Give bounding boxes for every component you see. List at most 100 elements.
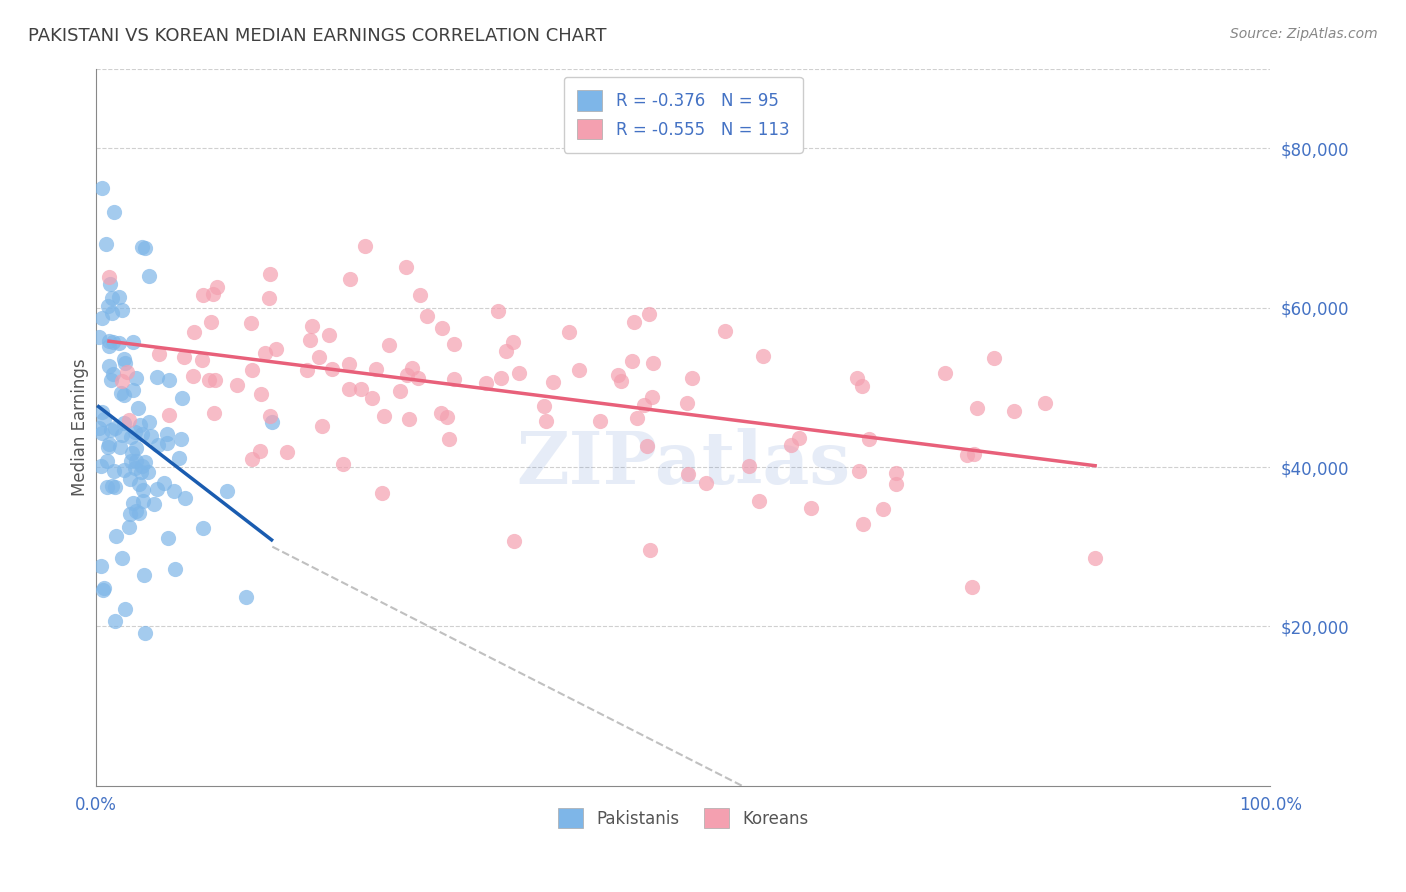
- Point: [1002, 404, 1025, 418]
- Point: [321, 362, 343, 376]
- Point: [249, 443, 271, 458]
- Point: [169, 450, 191, 465]
- Point: [100, 373, 122, 387]
- Point: [125, 503, 148, 517]
- Point: [131, 459, 153, 474]
- Point: [91, 311, 114, 326]
- Point: [112, 388, 135, 402]
- Point: [695, 476, 717, 491]
- Point: [110, 385, 132, 400]
- Point: [97, 440, 120, 454]
- Point: [172, 392, 194, 406]
- Point: [884, 466, 907, 480]
- Point: [118, 520, 141, 534]
- Point: [96, 453, 118, 467]
- Point: [430, 406, 453, 420]
- Point: [103, 464, 125, 478]
- Point: [852, 517, 875, 532]
- Point: [100, 423, 122, 437]
- Point: [934, 367, 956, 381]
- Point: [360, 391, 382, 405]
- Point: [337, 382, 360, 396]
- Point: [128, 506, 150, 520]
- Point: [108, 440, 131, 454]
- Point: [108, 335, 131, 350]
- Point: [174, 491, 197, 506]
- Point: [90, 559, 112, 574]
- Point: [308, 350, 330, 364]
- Point: [124, 441, 146, 455]
- Point: [156, 426, 179, 441]
- Point: [157, 531, 180, 545]
- Point: [159, 373, 181, 387]
- Point: [153, 476, 176, 491]
- Point: [557, 325, 579, 339]
- Point: [138, 415, 160, 429]
- Point: [298, 333, 321, 347]
- Point: [114, 356, 136, 370]
- Point: [124, 425, 146, 440]
- Point: [118, 507, 141, 521]
- Point: [378, 337, 401, 351]
- Point: [105, 529, 128, 543]
- Point: [395, 368, 418, 382]
- Point: [1033, 396, 1056, 410]
- Point: [626, 410, 648, 425]
- Point: [242, 452, 264, 467]
- Point: [848, 464, 870, 478]
- Point: [533, 399, 555, 413]
- Text: ZIPatlas: ZIPatlas: [516, 427, 851, 499]
- Point: [97, 359, 120, 373]
- Point: [800, 501, 823, 516]
- Point: [966, 401, 988, 415]
- Point: [91, 426, 114, 441]
- Point: [536, 414, 558, 428]
- Point: [254, 346, 277, 360]
- Point: [101, 306, 124, 320]
- Point: [495, 343, 517, 358]
- Point: [98, 339, 121, 353]
- Point: [738, 458, 761, 473]
- Point: [205, 280, 228, 294]
- Point: [134, 241, 156, 255]
- Point: [204, 373, 226, 387]
- Point: [107, 290, 129, 304]
- Point: [183, 368, 205, 383]
- Point: [111, 550, 134, 565]
- Point: [97, 269, 120, 284]
- Point: [409, 288, 432, 302]
- Point: [609, 374, 631, 388]
- Point: [752, 350, 775, 364]
- Point: [101, 335, 124, 350]
- Point: [125, 371, 148, 385]
- Point: [120, 454, 142, 468]
- Point: [373, 409, 395, 423]
- Point: [872, 502, 894, 516]
- Point: [349, 382, 371, 396]
- Point: [118, 472, 141, 486]
- Point: [157, 409, 180, 423]
- Point: [146, 438, 169, 452]
- Point: [165, 562, 187, 576]
- Point: [371, 485, 394, 500]
- Point: [98, 436, 121, 450]
- Point: [240, 362, 263, 376]
- Point: [124, 461, 146, 475]
- Point: [87, 330, 110, 344]
- Point: [104, 480, 127, 494]
- Point: [416, 309, 439, 323]
- Point: [226, 378, 249, 392]
- Point: [191, 353, 214, 368]
- Point: [101, 291, 124, 305]
- Point: [780, 438, 803, 452]
- Point: [787, 431, 810, 445]
- Point: [111, 427, 134, 442]
- Point: [983, 351, 1005, 365]
- Point: [354, 239, 377, 253]
- Point: [114, 351, 136, 366]
- Point: [120, 430, 142, 444]
- Point: [406, 371, 429, 385]
- Point: [90, 458, 112, 473]
- Point: [104, 614, 127, 628]
- Point: [502, 533, 524, 548]
